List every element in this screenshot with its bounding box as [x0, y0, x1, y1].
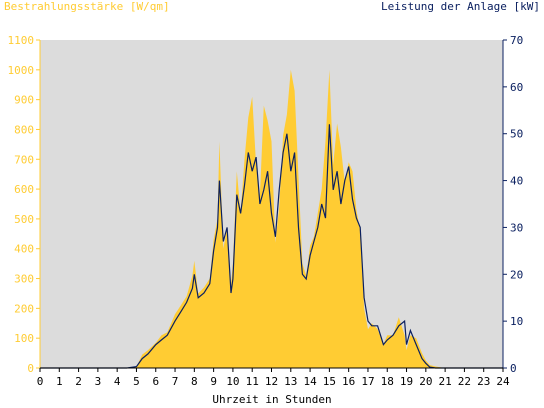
y-left-tick-label: 800 [14, 123, 34, 136]
y-left-tick-label: 100 [14, 332, 34, 345]
x-tick-label: 24 [496, 375, 510, 388]
y-left-tick-label: 400 [14, 243, 34, 256]
x-tick-label: 21 [439, 375, 452, 388]
y-right-tick-label: 60 [510, 81, 523, 94]
x-tick-label: 6 [152, 375, 159, 388]
y-right-tick-label: 10 [510, 315, 523, 328]
y-left-tick-label: 700 [14, 153, 34, 166]
x-tick-label: 13 [284, 375, 297, 388]
x-tick-label: 14 [303, 375, 317, 388]
x-tick-label: 18 [381, 375, 394, 388]
y-right-tick-label: 20 [510, 268, 523, 281]
x-tick-label: 11 [246, 375, 259, 388]
x-tick-label: 8 [191, 375, 198, 388]
x-tick-label: 2 [75, 375, 82, 388]
x-tick-label: 17 [361, 375, 374, 388]
x-tick-label: 22 [458, 375, 471, 388]
y-right-tick-label: 40 [510, 175, 523, 188]
x-tick-label: 0 [37, 375, 44, 388]
x-tick-label: 7 [172, 375, 179, 388]
x-tick-label: 15 [323, 375, 336, 388]
y-axis-title-left: Bestrahlungsstärke [W/qm] [4, 0, 170, 13]
x-tick-label: 12 [265, 375, 278, 388]
x-tick-label: 23 [477, 375, 490, 388]
x-tick-label: 19 [400, 375, 413, 388]
y-left-tick-label: 1000 [8, 64, 35, 77]
x-tick-label: 4 [114, 375, 121, 388]
x-tick-label: 20 [419, 375, 432, 388]
y-left-tick-label: 600 [14, 183, 34, 196]
y-right-tick-label: 70 [510, 34, 523, 47]
x-tick-label: 1 [56, 375, 63, 388]
y-right-tick-label: 30 [510, 221, 523, 234]
y-left-tick-label: 300 [14, 273, 34, 286]
series-irradiance-area [40, 69, 503, 369]
y-axis-title-right: Leistung der Anlage [kW] [381, 0, 540, 13]
x-tick-label: 5 [133, 375, 140, 388]
x-tick-label: 3 [95, 375, 102, 388]
x-tick-label: 10 [226, 375, 239, 388]
x-axis-title: Uhrzeit in Stunden [212, 393, 332, 406]
x-tick-label: 9 [210, 375, 217, 388]
y-left-tick-label: 1100 [8, 34, 35, 47]
y-left-tick-label: 0 [27, 362, 34, 375]
x-tick-label: 16 [342, 375, 355, 388]
y-left-tick-label: 900 [14, 94, 34, 107]
y-left-tick-label: 200 [14, 302, 34, 315]
y-right-tick-label: 50 [510, 128, 523, 141]
series-power-line [40, 124, 503, 369]
y-left-tick-label: 500 [14, 213, 34, 226]
y-right-tick-label: 0 [510, 362, 517, 375]
